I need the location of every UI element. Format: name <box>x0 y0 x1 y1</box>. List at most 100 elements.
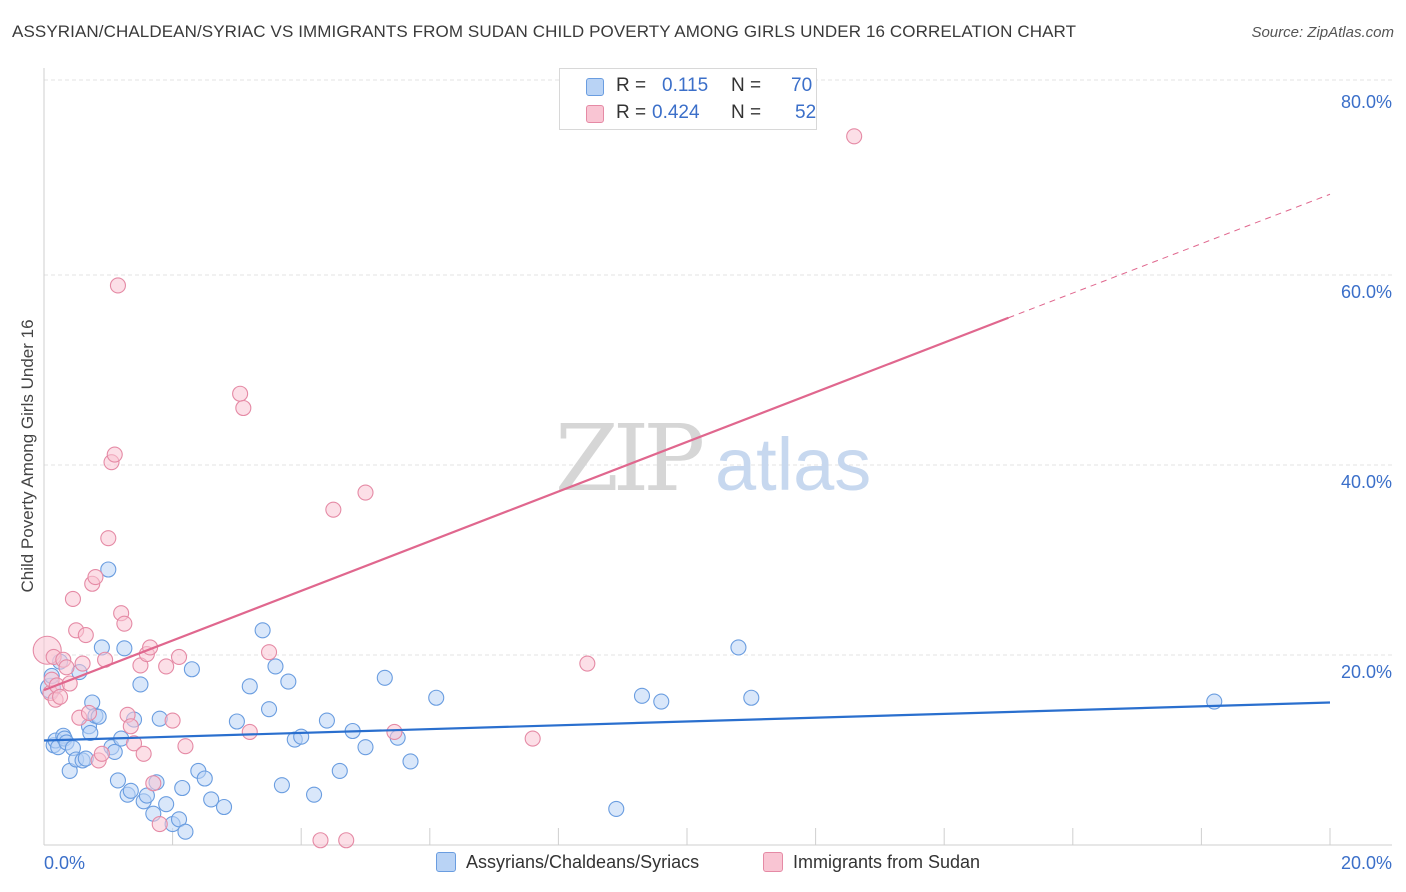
y-tick-label: 80.0% <box>1341 92 1392 112</box>
sudan-point <box>235 399 252 417</box>
legend-n-label: N = <box>731 75 762 96</box>
assyrian-point <box>633 687 651 704</box>
assyrian-point <box>170 811 188 828</box>
assyrian-point <box>203 791 220 808</box>
legend-r-value: 0.115 <box>662 75 709 96</box>
sudan-point <box>338 832 355 849</box>
sudan-point <box>106 446 123 463</box>
sudan-point <box>80 704 98 722</box>
sudan-point <box>135 745 152 762</box>
assyrian-point <box>318 712 335 729</box>
source-label: Source: ZipAtlas.com <box>1251 24 1394 41</box>
assyrian-point <box>331 762 348 779</box>
sudan-point <box>170 648 188 665</box>
sudan-point <box>58 659 75 676</box>
assyrian-point <box>215 798 233 816</box>
assyrian-point <box>730 639 747 656</box>
sudan-point <box>116 615 133 632</box>
assyrian-point <box>196 770 213 787</box>
series-legend-sudan: Immigrants from Sudan <box>763 852 980 873</box>
series-legend-assyrian: Assyrians/Chaldeans/Syriacs <box>436 852 699 873</box>
series-name-sudan: Immigrants from Sudan <box>793 852 981 872</box>
assyrian-point <box>109 772 126 789</box>
sudan-point <box>846 128 863 145</box>
sudan-point <box>52 688 69 705</box>
legend-n-value: 52 <box>795 102 817 123</box>
sudan-point <box>87 569 104 586</box>
y-tick-label: 20.0% <box>1341 662 1392 682</box>
gridlines <box>44 79 1392 656</box>
legend-r-value: 0.424 <box>652 102 700 123</box>
assyrian-point <box>402 753 419 770</box>
assyrian-trend-line <box>43 701 1331 742</box>
sudan-point <box>100 530 117 547</box>
assyrian-point <box>260 701 278 718</box>
sudan-point <box>325 501 342 518</box>
assyrian-point <box>82 724 99 741</box>
sudan-point <box>357 484 374 501</box>
tick-labels: 20.0% 40.0% 60.0% 80.0% 0.0% 20.0% <box>44 92 1392 873</box>
trend-lines <box>43 193 1331 742</box>
x-tick-label-max: 20.0% <box>1341 853 1392 873</box>
assyrian-point <box>743 689 760 706</box>
series-swatch-pink <box>763 852 783 872</box>
x-tick-label-min: 0.0% <box>44 853 85 873</box>
sudan-point <box>77 626 94 644</box>
y-tick-label: 40.0% <box>1341 472 1392 492</box>
legend-swatch-pink <box>586 105 604 123</box>
assyrian-point <box>357 739 374 756</box>
assyrian-point <box>177 823 194 840</box>
assyrian-point <box>293 728 310 745</box>
y-tick-label: 60.0% <box>1341 282 1392 302</box>
assyrian-point <box>138 787 155 804</box>
assyrian-point <box>183 661 200 678</box>
assyrian-point <box>241 678 258 695</box>
watermark-zip: ZIP <box>555 405 702 512</box>
legend-n-label: N = <box>731 102 762 123</box>
assyrian-point <box>100 561 117 578</box>
assyrian-point <box>158 796 175 813</box>
sudan-point <box>177 738 194 755</box>
sudan-point <box>232 385 249 402</box>
axes <box>43 68 1392 846</box>
legend-swatch-blue <box>586 78 604 96</box>
legend-r-label: R = <box>616 102 647 123</box>
assyrian-point <box>116 640 133 657</box>
sudan-point <box>312 832 329 849</box>
sudan-trend-line-extension <box>1008 193 1331 319</box>
assyrian-point <box>132 676 149 693</box>
sudan-point <box>109 277 126 294</box>
assyrian-point <box>608 800 625 817</box>
sudan-point <box>151 816 168 833</box>
assyrian-point <box>306 786 323 803</box>
sudan-point <box>579 655 596 672</box>
sudan-point <box>524 730 541 747</box>
assyrian-point <box>273 777 290 794</box>
series-name-assyrian: Assyrians/Chaldeans/Syriacs <box>466 852 700 872</box>
sudan-point <box>386 723 403 741</box>
assyrian-point <box>228 713 245 730</box>
sudan-trend-line <box>43 316 1009 692</box>
sudan-point <box>260 644 278 661</box>
sudan-point <box>241 723 258 741</box>
assyrian-point <box>174 779 191 797</box>
sudan-point <box>164 712 181 729</box>
assyrian-point <box>376 669 393 686</box>
watermark-atlas: atlas <box>715 423 871 506</box>
watermark: ZIP atlas <box>555 405 871 512</box>
data-points <box>32 128 1223 849</box>
legend-r-label: R = <box>616 75 647 96</box>
sudan-point <box>122 718 139 735</box>
sudan-point <box>64 590 81 608</box>
sudan-point <box>158 658 175 675</box>
sudan-point <box>125 735 143 752</box>
assyrian-point <box>122 782 139 799</box>
chart-title: ASSYRIAN/CHALDEAN/SYRIAC VS IMMIGRANTS F… <box>12 22 1077 41</box>
sudan-point <box>74 655 91 672</box>
assyrian-point <box>428 689 445 706</box>
assyrian-point <box>280 673 297 690</box>
legend-n-value: 70 <box>791 75 813 96</box>
sudan-point <box>93 745 110 762</box>
assyrian-point <box>254 622 271 639</box>
